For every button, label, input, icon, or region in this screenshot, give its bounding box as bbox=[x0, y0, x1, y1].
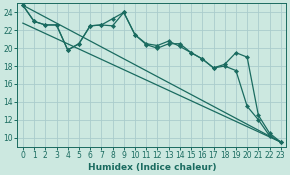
X-axis label: Humidex (Indice chaleur): Humidex (Indice chaleur) bbox=[88, 163, 216, 172]
